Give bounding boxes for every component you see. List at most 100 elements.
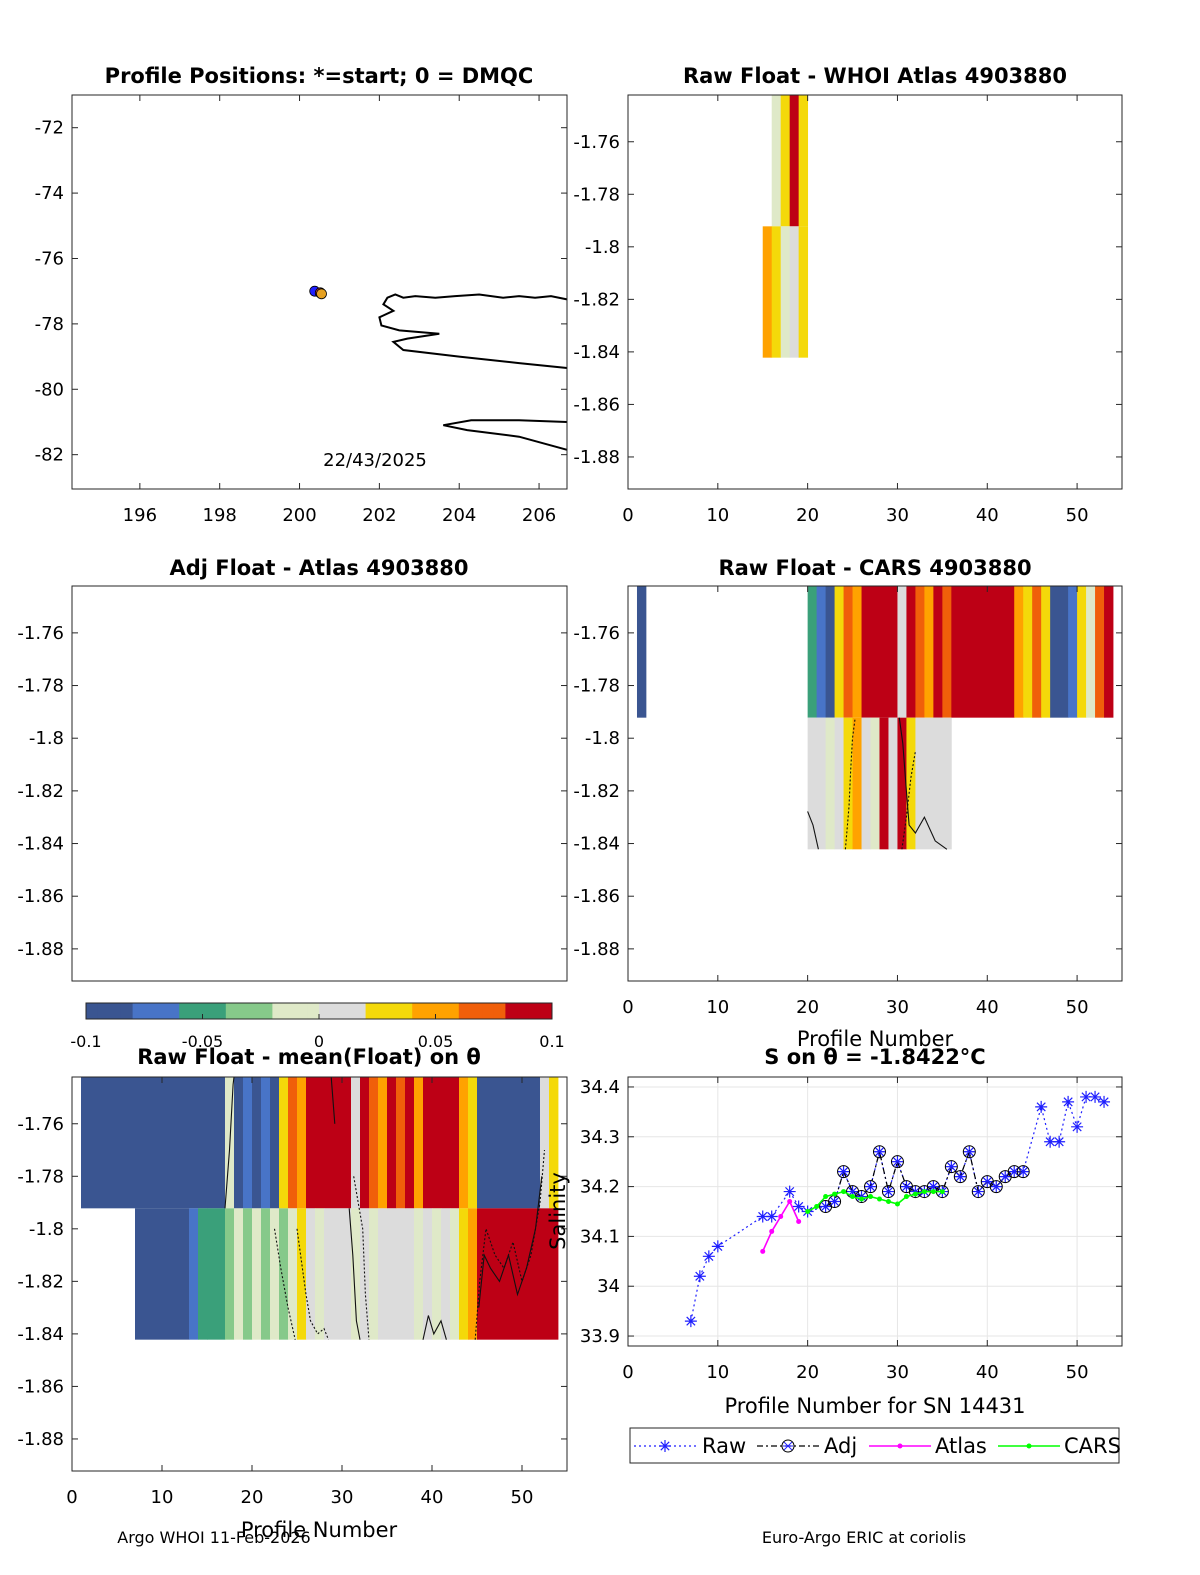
heatmap-cell — [1095, 586, 1105, 718]
adj-point-marker — [781, 1439, 795, 1453]
series-line-adj — [825, 1149, 1024, 1208]
heatmap-cell — [81, 1077, 226, 1209]
cars-point-marker — [805, 1209, 811, 1214]
heatmap-cell — [432, 1208, 442, 1340]
heatmap-cell — [243, 1077, 253, 1209]
x-tick-label: 30 — [886, 505, 909, 526]
heatmap-cell — [450, 1208, 460, 1340]
y-tick-label: -1.88 — [573, 447, 620, 468]
colorbar-step — [249, 1003, 262, 1019]
heatmap-cell — [1104, 586, 1114, 718]
heatmap-cell — [834, 717, 844, 850]
adj-point-cross — [955, 1172, 966, 1181]
heatmap-cell — [780, 95, 791, 227]
colorbar-step — [447, 1003, 460, 1019]
colorbar-step — [144, 1003, 157, 1019]
heatmap-cell — [297, 1077, 307, 1209]
heatmap-cell — [423, 1077, 460, 1209]
y-tick-label: -1.76 — [573, 623, 620, 644]
adj-point-marker — [881, 1185, 895, 1199]
raw-point-marker — [711, 1240, 724, 1253]
colorbar-gradient — [86, 1003, 553, 1019]
colorbar-step — [260, 1003, 273, 1019]
x-tick-label: 206 — [522, 505, 556, 526]
heatmap-cell — [252, 1077, 262, 1209]
raw-cars-cells — [636, 586, 1114, 850]
legend-label-atlas: Atlas — [935, 1434, 987, 1458]
heatmap-cell — [798, 226, 809, 358]
legend: Raw Adj Atlas CARS — [629, 1427, 1121, 1464]
heatmap-cell — [324, 1208, 352, 1340]
heatmap-cell — [261, 1208, 271, 1340]
contour-line — [330, 1076, 336, 1124]
colorbar-step — [458, 1003, 471, 1019]
x-tick-label: 200 — [282, 505, 316, 526]
heatmap-cell — [288, 1077, 298, 1209]
x-tick-label: 10 — [706, 1362, 729, 1383]
x-tick-label: 50 — [1066, 997, 1089, 1018]
heatmap-cell — [771, 226, 782, 358]
panel-adj-atlas-title: Adj Float - Atlas 4903880 — [169, 556, 468, 580]
series-line-atlas — [761, 1199, 800, 1252]
y-tick-label: 34.2 — [580, 1177, 620, 1198]
raw-point-marker — [756, 1210, 769, 1223]
heatmap-cell — [816, 586, 826, 718]
raw-point-marker — [1044, 1135, 1057, 1148]
heatmap-cell — [477, 1208, 559, 1340]
heatmap-cell — [888, 717, 898, 850]
colorbar-step — [412, 1003, 425, 1019]
colorbar-step — [365, 1003, 378, 1019]
heatmap-cell — [252, 1208, 262, 1340]
colorbar-step — [400, 1003, 413, 1019]
salinity-axes: 0 10 20 30 40 50 34.4 34.3 34.2 34.1 34 33.9 — [580, 1077, 1122, 1383]
raw-point-marker — [1098, 1095, 1111, 1108]
cars-point-marker — [832, 1191, 838, 1197]
colorbar-step — [202, 1003, 215, 1019]
heatmap-cell — [270, 1077, 280, 1209]
y-tick-label: 34 — [597, 1276, 620, 1297]
heatmap-cell — [405, 1077, 415, 1209]
x-tick-label: 204 — [442, 505, 476, 526]
raw-cars-xlabel: Profile Number — [797, 1027, 954, 1051]
cars-point-marker — [859, 1196, 865, 1202]
colorbar-step — [353, 1003, 367, 1019]
adj-point-marker — [864, 1180, 878, 1194]
y-tick-label: 34.4 — [580, 1077, 620, 1098]
series-line-raw — [690, 1096, 1105, 1322]
coastline — [378, 293, 568, 451]
adj-point-cross — [991, 1182, 1002, 1191]
cars-point-marker — [823, 1194, 829, 1200]
heatmap-cell — [933, 586, 943, 718]
adj-atlas-axes: -1.76 -1.78 -1.8 -1.82 -1.84 -1.86 -1.88 — [17, 623, 567, 960]
coastline-segment — [443, 419, 568, 451]
panel-raw-cars-title: Raw Float - CARS 4903880 — [718, 556, 1031, 580]
legend-label-cars: CARS — [1064, 1434, 1121, 1458]
y-tick-label: -1.86 — [573, 886, 620, 907]
x-tick-label: 50 — [1066, 1362, 1089, 1383]
colorbar-step — [307, 1003, 320, 1019]
heatmap-cell — [396, 1077, 406, 1209]
colorbar-step — [86, 1003, 99, 1019]
colorbar-step — [388, 1003, 402, 1019]
y-tick-label: -74 — [35, 183, 64, 204]
x-tick-label: 10 — [151, 1487, 174, 1508]
heatmap-cell — [315, 1208, 325, 1340]
raw-point-marker — [693, 1270, 706, 1283]
contour-line — [898, 717, 948, 850]
y-tick-label: 34.3 — [580, 1127, 620, 1148]
adj-point-marker — [989, 1180, 1003, 1194]
y-tick-label: -1.78 — [573, 184, 620, 205]
y-tick-label: -1.82 — [573, 289, 620, 310]
adj-point-cross — [892, 1157, 903, 1167]
adj-point-cross — [1018, 1167, 1029, 1176]
heatmap-cell — [378, 1208, 415, 1340]
salinity-grid — [627, 1077, 1122, 1346]
heatmap-cell — [468, 1077, 478, 1209]
y-tick-label: 34.1 — [580, 1226, 620, 1247]
y-tick-label: -1.84 — [17, 834, 64, 855]
heatmap-cell — [270, 1208, 280, 1340]
heatmap-cell — [423, 1208, 433, 1340]
heatmap-cell — [189, 1208, 199, 1340]
cars-point-marker — [930, 1189, 936, 1195]
